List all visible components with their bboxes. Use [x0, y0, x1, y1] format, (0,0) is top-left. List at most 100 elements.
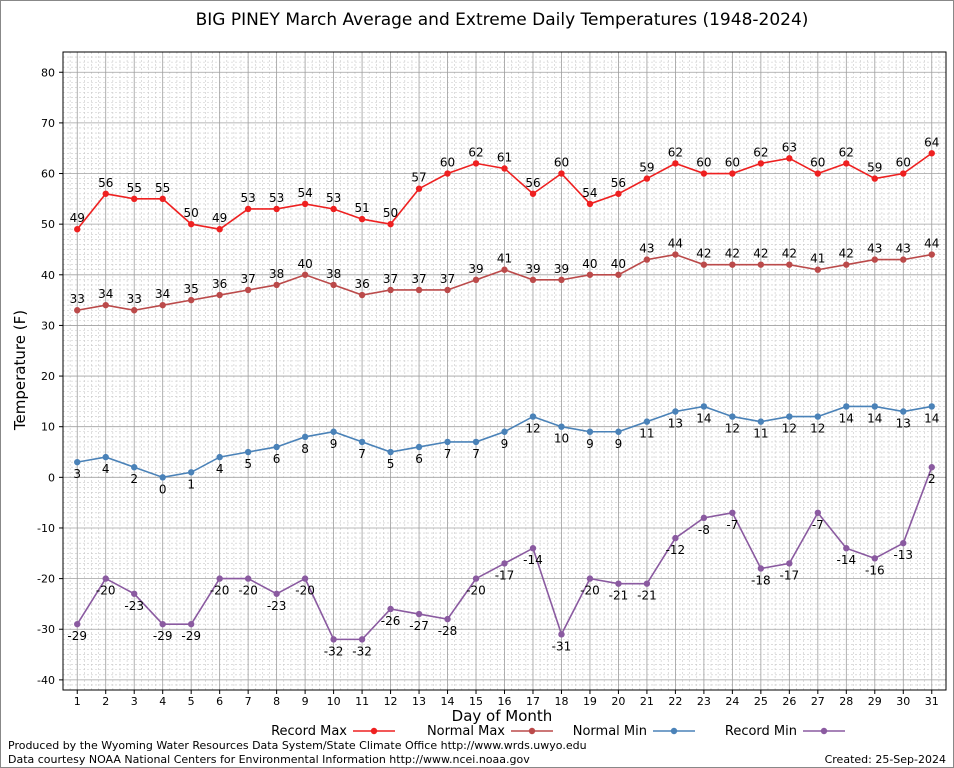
data-label: 54	[297, 186, 312, 200]
data-point	[786, 261, 793, 268]
data-point	[74, 226, 81, 233]
data-label: 33	[70, 292, 85, 306]
legend-swatch-marker	[370, 727, 378, 735]
data-point	[358, 291, 366, 299]
data-label: 35	[184, 282, 199, 296]
data-label: 9	[501, 437, 509, 451]
data-point	[131, 307, 138, 314]
x-tick-label: 2	[102, 695, 109, 708]
data-point	[900, 539, 907, 547]
data-point	[244, 286, 252, 294]
data-label: -12	[666, 543, 686, 557]
data-point	[700, 514, 708, 522]
data-label: 42	[782, 247, 797, 261]
data-label: 40	[297, 257, 312, 271]
data-label: 14	[867, 411, 882, 425]
data-label: -20	[295, 584, 315, 598]
data-label: 56	[98, 176, 113, 190]
data-label: 6	[415, 452, 423, 466]
data-point	[159, 195, 166, 203]
data-label: 57	[411, 171, 426, 185]
data-point	[529, 190, 537, 197]
data-point	[672, 408, 679, 415]
data-label: 59	[867, 161, 882, 175]
data-point	[273, 281, 280, 289]
data-label: 14	[839, 411, 854, 425]
footer-produced-by: Produced by the Wyoming Water Resources …	[8, 739, 587, 752]
data-point	[786, 155, 793, 162]
data-label: 9	[586, 437, 594, 451]
data-point	[558, 423, 565, 430]
data-label: 60	[696, 156, 711, 170]
data-label: 39	[554, 262, 569, 276]
data-point	[757, 261, 765, 268]
x-axis-label: Day of Month	[452, 707, 553, 725]
data-label: 7	[472, 447, 480, 461]
legend-swatch-marker	[528, 727, 536, 735]
data-label: 39	[468, 262, 483, 276]
y-axis-label: Temperature (F)	[11, 310, 29, 431]
data-point	[871, 256, 878, 263]
data-point	[672, 251, 679, 258]
data-point	[74, 307, 81, 314]
data-label: 64	[924, 135, 939, 149]
data-point	[786, 560, 793, 567]
data-point	[529, 413, 537, 420]
data-point	[586, 200, 594, 208]
data-point	[102, 453, 109, 461]
data-point	[900, 408, 907, 415]
data-label: 51	[354, 201, 369, 215]
data-label: 14	[696, 411, 711, 425]
data-point	[643, 256, 651, 263]
data-label: 60	[725, 156, 740, 170]
data-point	[843, 403, 850, 410]
data-label: -32	[352, 644, 372, 658]
data-point	[729, 509, 736, 516]
footer-created-date: Created: 25-Sep-2024	[825, 753, 946, 766]
data-point	[244, 575, 252, 582]
data-point	[814, 413, 822, 420]
data-label: 37	[440, 272, 455, 286]
data-label: 53	[269, 191, 284, 205]
data-point	[928, 403, 935, 410]
x-tick-label: 9	[302, 695, 309, 708]
data-label: -29	[181, 629, 201, 643]
data-point	[501, 560, 508, 567]
data-label: -17	[495, 568, 515, 582]
data-label: -14	[837, 553, 857, 567]
footer-data-courtesy: Data courtesy NOAA National Centers for …	[8, 753, 530, 766]
data-point	[757, 565, 765, 572]
data-label: 39	[525, 262, 540, 276]
x-tick-label: 6	[216, 695, 223, 708]
y-tick-label: 0	[48, 471, 55, 484]
data-point	[900, 170, 907, 177]
data-point	[586, 428, 594, 435]
series-record-min: -29-20-23-29 -29-20 -20-23-20-32 -32-26 -27-…	[67, 464, 936, 658]
data-label: 34	[155, 287, 170, 301]
data-point	[387, 605, 394, 613]
data-point	[501, 266, 508, 273]
data-point	[700, 403, 708, 410]
data-label: 37	[411, 272, 426, 286]
data-point	[74, 458, 81, 466]
data-label: 42	[839, 247, 854, 261]
data-point	[558, 170, 565, 177]
data-point	[871, 175, 878, 182]
data-label: 38	[269, 267, 284, 281]
data-label: 44	[924, 237, 939, 251]
data-label: 62	[668, 145, 683, 159]
legend-label: Record Min	[725, 724, 797, 739]
chart-title: BIG PINEY March Average and Extreme Dail…	[196, 10, 809, 30]
data-point	[102, 575, 109, 582]
data-label: -8	[698, 523, 710, 537]
data-label: 37	[383, 272, 398, 286]
data-label: -31	[552, 639, 572, 653]
data-label: 42	[696, 247, 711, 261]
data-point	[501, 165, 508, 172]
data-label: 10	[554, 432, 569, 446]
y-tick-label: -20	[37, 573, 55, 586]
data-label: -16	[865, 563, 885, 577]
